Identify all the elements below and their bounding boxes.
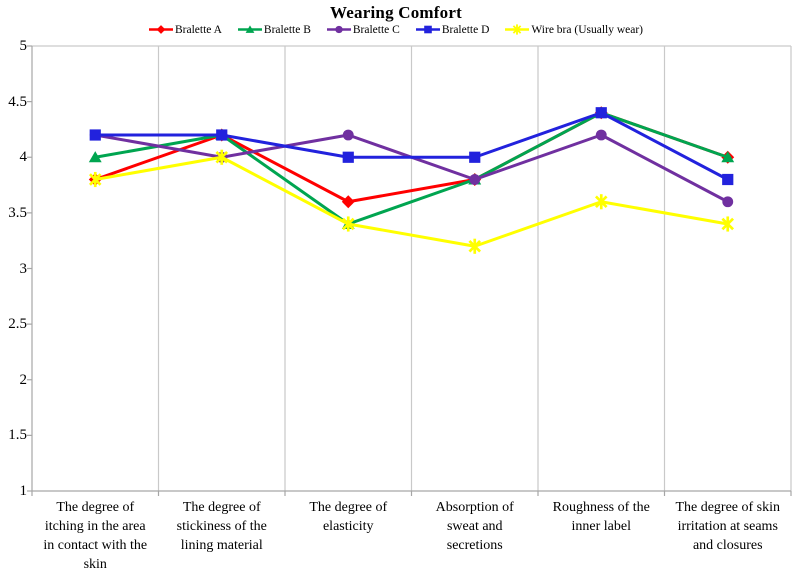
series-bralette-d <box>89 107 734 186</box>
legend-item-bralette-a: Bralette A <box>148 23 222 36</box>
legend-item-bralette-b: Bralette B <box>237 23 311 36</box>
marker-square <box>722 173 734 186</box>
legend-item-wire-bra-usually-wear: Wire bra (Usually wear) <box>505 23 643 36</box>
marker-diamond <box>341 195 355 209</box>
marker-square <box>216 129 228 141</box>
legend-label: Bralette C <box>352 23 400 36</box>
marker-square <box>89 129 101 141</box>
marker-circle <box>722 196 734 208</box>
legend-marker-square-icon <box>415 25 440 34</box>
marker-square <box>595 107 607 119</box>
marker-square <box>424 25 432 34</box>
series-line-bralette-b <box>93 111 730 226</box>
marker-circle <box>469 174 481 185</box>
marker-star <box>88 173 102 186</box>
legend-marker-star-icon <box>505 24 530 35</box>
marker-star <box>468 239 482 253</box>
chart-title: Wearing Comfort <box>330 3 462 22</box>
legend-marker-circle-icon <box>326 25 351 34</box>
marker-circle <box>595 129 607 141</box>
marker-star <box>594 195 608 209</box>
legend-marker-diamond-icon <box>148 25 173 34</box>
marker-star <box>341 217 355 231</box>
marker-star <box>215 150 229 164</box>
legend-label: Bralette D <box>441 23 490 36</box>
legend-marker-triangle-icon <box>237 25 262 33</box>
legend-label: Bralette A <box>174 23 222 36</box>
marker-triangle <box>245 25 255 33</box>
marker-diamond <box>156 25 166 34</box>
marker-circle <box>335 25 343 34</box>
legend-item-bralette-c: Bralette C <box>326 23 400 36</box>
marker-triangle <box>88 151 102 163</box>
chart-legend: Bralette A Bralette B Bralette C Bralette D… <box>0 23 792 36</box>
legend-label: Wire bra (Usually wear) <box>531 23 644 36</box>
series-line-wire-bra-usually-wear <box>93 155 730 248</box>
marker-square <box>342 151 354 163</box>
marker-star <box>721 217 735 231</box>
marker-star <box>513 25 522 34</box>
series-wire-bra-usually-wear <box>88 149 735 254</box>
series-line-bralette-d <box>93 111 730 181</box>
legend-item-bralette-d: Bralette D <box>415 23 490 36</box>
marker-circle <box>342 129 354 141</box>
marker-triangle <box>721 151 735 163</box>
legend-label: Bralette B <box>263 23 311 36</box>
marker-square <box>469 151 481 163</box>
